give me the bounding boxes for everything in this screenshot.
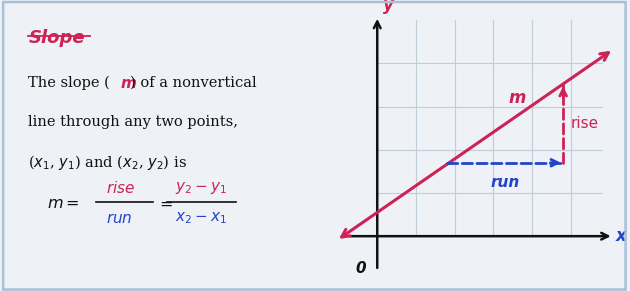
- Text: $m =$: $m =$: [47, 195, 80, 212]
- Text: $\mathit{run}$: $\mathit{run}$: [105, 211, 132, 226]
- Text: y: y: [383, 0, 394, 14]
- Text: line through any two points,: line through any two points,: [28, 115, 238, 129]
- Text: $=$: $=$: [156, 196, 173, 211]
- Text: $\bfit{m}$: $\bfit{m}$: [120, 76, 137, 91]
- Text: run: run: [490, 175, 520, 190]
- Text: 0: 0: [356, 261, 367, 276]
- Text: rise: rise: [571, 116, 599, 131]
- Text: $x_2 - x_1$: $x_2 - x_1$: [175, 210, 227, 226]
- Text: Slope: Slope: [28, 29, 85, 47]
- Text: $y_2 - y_1$: $y_2 - y_1$: [175, 180, 227, 196]
- Text: $\mathit{rise}$: $\mathit{rise}$: [105, 180, 135, 196]
- Text: ($x_1$, $y_1$) and ($x_2$, $y_2$) is: ($x_1$, $y_1$) and ($x_2$, $y_2$) is: [28, 153, 187, 172]
- Text: ) of a nonvertical: ) of a nonvertical: [130, 76, 256, 90]
- Text: m: m: [508, 89, 525, 107]
- Text: x: x: [616, 227, 626, 245]
- Text: The slope (: The slope (: [28, 76, 110, 90]
